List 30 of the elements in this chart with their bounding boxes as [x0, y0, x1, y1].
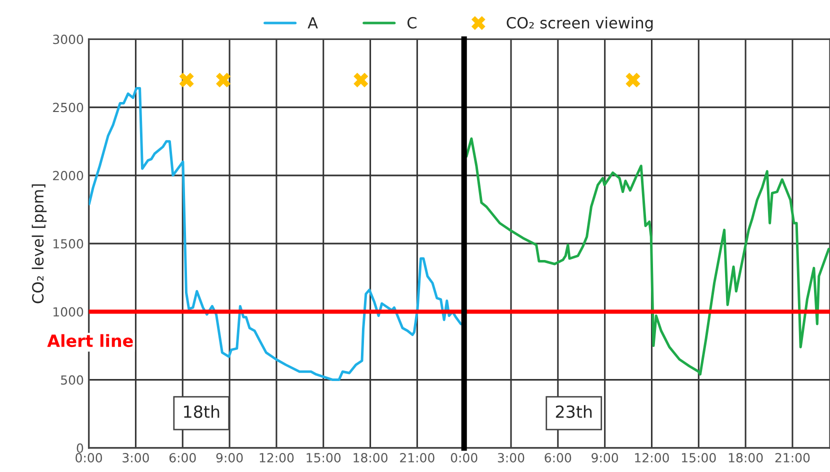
legend-label: C	[407, 17, 416, 29]
legend-label: A	[308, 17, 318, 28]
y-tick-label: 500	[61, 375, 84, 385]
y-tick-label: 2000	[53, 170, 84, 180]
annotation: 18th	[184, 405, 220, 418]
x-tick-label: 9:00	[592, 453, 618, 462]
ref-line-label: Alert line	[47, 334, 133, 348]
x-tick-label: 3:00	[122, 453, 149, 462]
x-tick-label: 6:00	[544, 453, 572, 462]
x-tick-label: 21:00	[400, 453, 434, 462]
y-tick-label: 2500	[53, 102, 84, 112]
x-tick-label: 15:00	[306, 453, 341, 462]
x-tick-label: 15:00	[682, 453, 716, 462]
y-tick-label: 3000	[53, 34, 84, 44]
x-tick-label: 6:00	[169, 453, 196, 462]
x-tick-label: 0:00	[76, 453, 102, 462]
x-tick-label: 18:00	[728, 453, 763, 462]
y-tick-label: 0	[76, 443, 84, 453]
y-tick-label: 1000	[54, 307, 84, 317]
x-tick-label: 18:00	[354, 453, 388, 462]
x-tick-label: 3:00	[498, 453, 524, 462]
x-tick-label: 0:00	[450, 453, 478, 462]
y-tick-label: 1500	[54, 239, 84, 248]
x-tick-label: 12:00	[260, 453, 294, 462]
y-axis-title: CO₂ level [ppm]	[32, 184, 47, 304]
x-tick-label: 12:00	[635, 453, 669, 462]
annotation: 23th	[556, 405, 592, 418]
legend-label: CO₂ screen viewing	[506, 16, 653, 32]
x-tick-label: 9:00	[216, 453, 243, 462]
x-tick-label: 21:00	[775, 453, 810, 462]
